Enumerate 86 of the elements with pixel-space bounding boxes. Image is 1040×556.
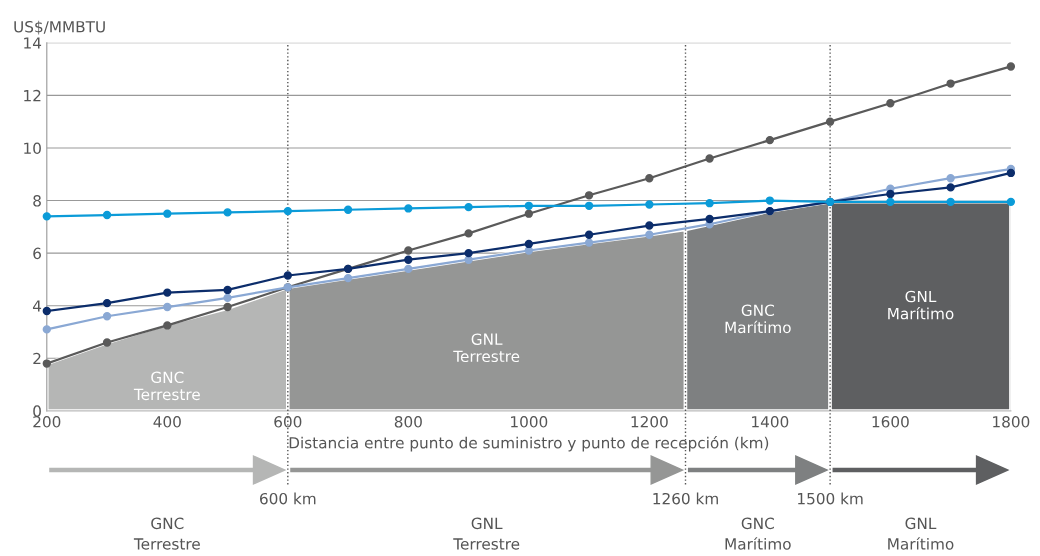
point xyxy=(524,209,534,218)
ref-line-label: 600 km xyxy=(260,492,316,505)
point xyxy=(42,212,51,221)
point xyxy=(404,246,413,255)
x-tick-label: 800 xyxy=(394,416,422,428)
x-tick-label: 1800 xyxy=(993,416,1030,428)
text: GNC Terrestre xyxy=(133,517,200,550)
point xyxy=(102,210,112,220)
y-axis-title: US$/MMBTU xyxy=(14,20,105,35)
point xyxy=(946,197,955,207)
point xyxy=(223,302,232,312)
y-tick-label: 0 xyxy=(33,405,41,417)
text: GNL Marítimo xyxy=(888,517,954,550)
point xyxy=(163,321,172,330)
point xyxy=(102,298,112,308)
point xyxy=(102,312,112,321)
point xyxy=(524,246,534,255)
point xyxy=(524,201,534,210)
point xyxy=(705,199,714,208)
point xyxy=(645,221,654,230)
point xyxy=(645,200,654,209)
x-tick-label: 1600 xyxy=(872,416,909,428)
point xyxy=(223,293,232,303)
point xyxy=(886,197,895,207)
point xyxy=(584,238,594,247)
point xyxy=(163,302,172,312)
series-label: GNL Terrestre xyxy=(453,333,520,363)
point xyxy=(163,288,172,297)
point xyxy=(886,189,895,199)
ref-line-label: 1500 km xyxy=(798,492,863,505)
point xyxy=(1006,197,1016,207)
point xyxy=(343,205,353,214)
point xyxy=(584,191,594,200)
point xyxy=(464,202,473,212)
y-tick-label: 6 xyxy=(33,247,41,260)
y-tick-label: 14 xyxy=(24,37,42,49)
point xyxy=(1006,62,1016,71)
point xyxy=(765,135,775,145)
y-tick-label: 10 xyxy=(24,142,41,154)
point xyxy=(765,196,775,205)
point xyxy=(1006,168,1016,178)
point xyxy=(524,239,534,249)
point xyxy=(946,174,955,183)
point xyxy=(42,325,51,334)
point xyxy=(946,183,955,192)
point xyxy=(705,154,714,163)
y-tick-label: 8 xyxy=(33,195,41,207)
x-tick-label: 1000 xyxy=(511,416,548,428)
point xyxy=(223,208,232,217)
x-axis-title: Distancia entre punto de suministro y punto de recepción (km) xyxy=(289,436,769,452)
point xyxy=(343,273,353,283)
point xyxy=(464,229,473,238)
point xyxy=(946,79,955,88)
point xyxy=(584,201,594,210)
point xyxy=(102,338,112,347)
point xyxy=(283,206,292,216)
point xyxy=(404,264,413,274)
point xyxy=(825,117,835,126)
y-tick-label: 2 xyxy=(33,352,41,365)
x-tick-label: 1200 xyxy=(631,416,668,428)
point xyxy=(705,214,714,224)
x-tick-label: 200 xyxy=(33,416,61,428)
series-label: GNC Marítimo xyxy=(725,304,791,334)
y-tick-label: 4 xyxy=(32,300,42,312)
point xyxy=(42,359,51,368)
point xyxy=(42,306,51,316)
point xyxy=(645,230,654,239)
point xyxy=(886,99,895,108)
point xyxy=(464,255,473,264)
x-tick-label: 1400 xyxy=(752,416,789,428)
point xyxy=(645,174,654,183)
point xyxy=(464,248,473,258)
ref-line-label: 1260 km xyxy=(653,492,718,505)
text: GNL Terrestre xyxy=(453,517,520,550)
series-label: GNL Marítimo xyxy=(888,290,954,320)
point xyxy=(223,285,232,295)
point xyxy=(404,204,413,213)
x-tick-label: 600 xyxy=(274,416,302,428)
point xyxy=(163,209,172,218)
point xyxy=(283,271,292,280)
y-tick-label: 12 xyxy=(24,89,41,102)
point xyxy=(404,255,413,264)
point xyxy=(584,230,594,239)
series-label: GNC Terrestre xyxy=(133,371,200,401)
text: GNC Marítimo xyxy=(725,517,791,550)
x-tick-label: 400 xyxy=(153,416,181,428)
